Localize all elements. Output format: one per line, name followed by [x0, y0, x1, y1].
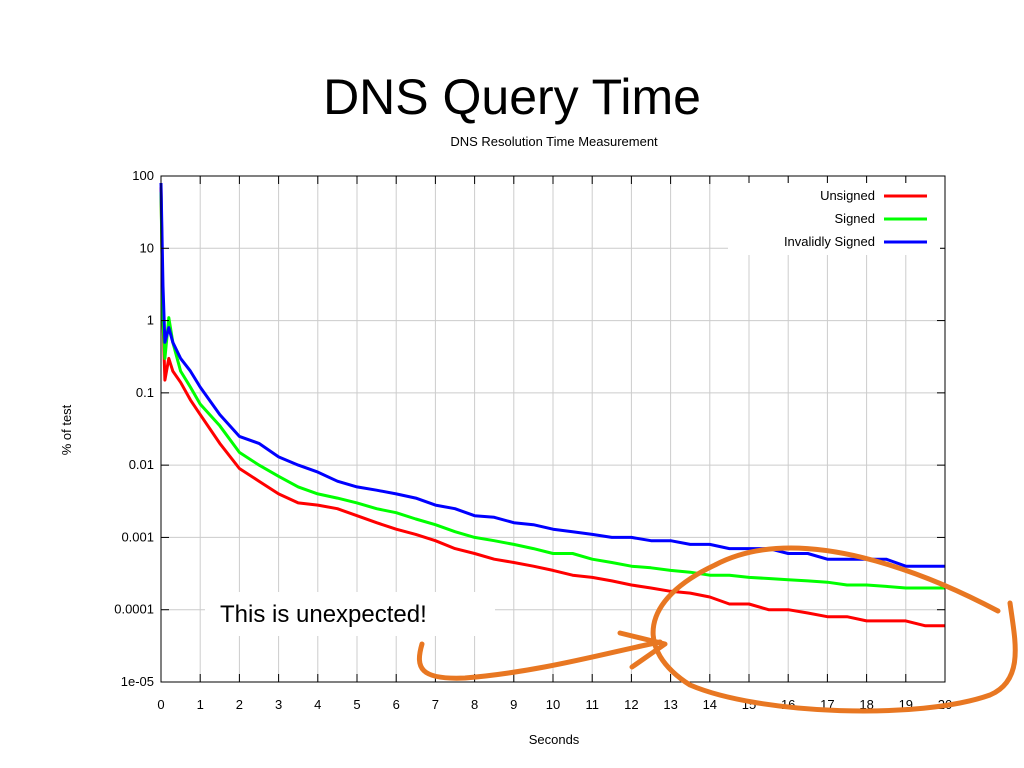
series-line	[159, 187, 945, 628]
legend-label: Invalidly Signed	[784, 234, 875, 249]
x-tick-label: 5	[353, 697, 360, 712]
annotation-arrow	[416, 639, 663, 681]
series-line	[159, 191, 945, 590]
legend: Unsigned Signed Invalidly Signed	[784, 188, 927, 249]
x-tick-label: 4	[314, 697, 321, 712]
x-tick-label: 11	[585, 697, 599, 712]
y-tick-label: 10	[140, 240, 154, 255]
x-tick-label: 13	[663, 697, 677, 712]
x-tick-label: 8	[471, 697, 478, 712]
tick-labels: 0 1 2 3 4 5 6 7 8 9 10 11 12 13 14 15 16 17 18 19 201001010.…	[114, 168, 952, 712]
x-tick-label: 1	[197, 697, 204, 712]
annotation-text: This is unexpected!	[220, 601, 427, 628]
y-tick-label: 0.01	[129, 457, 154, 472]
y-tick-label: 100	[132, 168, 154, 183]
x-tick-label: 0	[157, 697, 164, 712]
y-tick-label: 0.0001	[114, 602, 154, 617]
annotation-circle	[650, 545, 1018, 714]
x-tick-label: 14	[703, 697, 717, 712]
slide-title: DNS Query Time	[323, 69, 701, 125]
y-tick-label: 1	[147, 313, 154, 328]
y-tick-label: 0.1	[136, 385, 154, 400]
annotation-background	[205, 592, 495, 636]
series-line	[159, 182, 945, 568]
x-tick-label: 3	[275, 697, 282, 712]
series-lines	[159, 182, 945, 628]
y-axis-title: % of test	[59, 404, 74, 455]
x-axis-title: Seconds	[529, 732, 580, 747]
legend-label: Signed	[835, 211, 875, 226]
y-tick-label: 1e-05	[121, 674, 154, 689]
x-tick-label: 2	[236, 697, 243, 712]
x-tick-label: 18	[859, 697, 873, 712]
x-tick-label: 7	[432, 697, 439, 712]
legend-label: Unsigned	[820, 188, 875, 203]
x-tick-label: 9	[510, 697, 517, 712]
chart-title: DNS Resolution Time Measurement	[450, 134, 658, 149]
annotation-arrowhead	[617, 630, 668, 670]
y-tick-label: 0.001	[121, 529, 154, 544]
x-tick-label: 6	[393, 697, 400, 712]
x-tick-label: 10	[546, 697, 560, 712]
x-tick-label: 12	[624, 697, 638, 712]
annotation: This is unexpected!	[205, 545, 1018, 714]
